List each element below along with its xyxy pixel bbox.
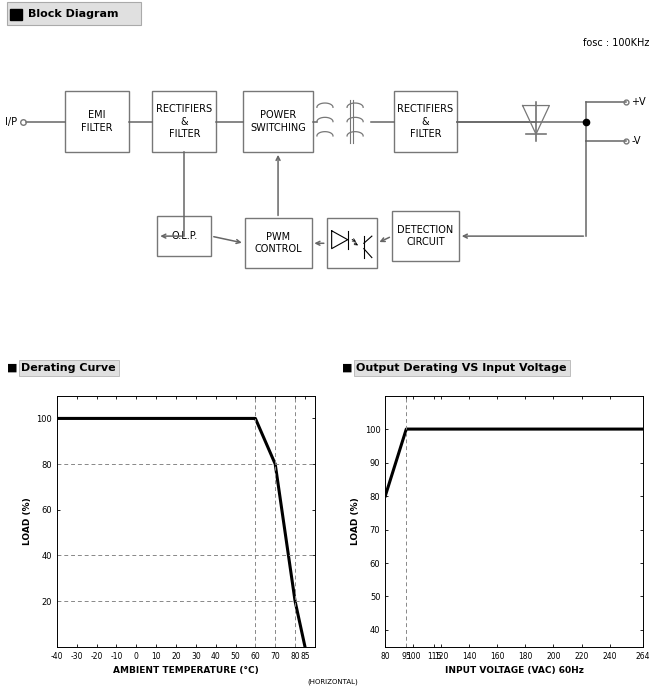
Text: POWER
SWITCHING: POWER SWITCHING — [250, 111, 306, 133]
Text: -V: -V — [631, 136, 641, 147]
Bar — [7, 2, 141, 25]
Bar — [243, 92, 314, 152]
Bar — [10, 9, 22, 20]
X-axis label: AMBIENT TEMPERATURE (°C): AMBIENT TEMPERATURE (°C) — [113, 666, 259, 675]
Bar — [65, 92, 129, 152]
Bar — [157, 217, 211, 256]
Text: I/P: I/P — [5, 117, 17, 127]
Bar — [327, 218, 377, 268]
Y-axis label: LOAD (%): LOAD (%) — [23, 497, 32, 545]
Bar — [392, 211, 459, 261]
Text: fosc : 100KHz: fosc : 100KHz — [583, 38, 649, 48]
Text: RECTIFIERS
&
FILTER: RECTIFIERS & FILTER — [397, 105, 454, 139]
Text: (HORIZONTAL): (HORIZONTAL) — [307, 678, 358, 685]
Text: ■: ■ — [342, 363, 352, 373]
Text: RECTIFIERS
&
FILTER: RECTIFIERS & FILTER — [156, 105, 212, 139]
Bar — [245, 218, 312, 268]
Text: +V: +V — [631, 97, 646, 107]
X-axis label: INPUT VOLTAGE (VAC) 60Hz: INPUT VOLTAGE (VAC) 60Hz — [445, 666, 584, 675]
Y-axis label: LOAD (%): LOAD (%) — [352, 497, 360, 545]
Text: PWM
CONTROL: PWM CONTROL — [254, 232, 302, 255]
Text: ■: ■ — [7, 363, 17, 373]
Text: Output Derating VS Input Voltage: Output Derating VS Input Voltage — [356, 363, 567, 373]
Bar — [153, 92, 216, 152]
Text: Derating Curve: Derating Curve — [21, 363, 116, 373]
Text: EMI
FILTER: EMI FILTER — [81, 111, 113, 133]
Text: Block Diagram: Block Diagram — [28, 10, 119, 19]
Bar — [394, 92, 457, 152]
Text: DETECTION
CIRCUIT: DETECTION CIRCUIT — [397, 225, 454, 247]
Text: O.L.P.: O.L.P. — [171, 231, 198, 241]
